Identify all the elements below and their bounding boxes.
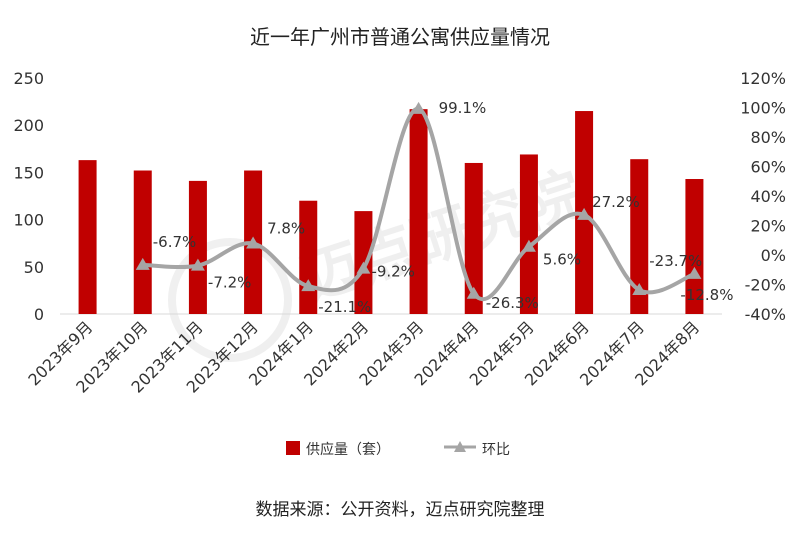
data-label: 99.1%	[439, 99, 487, 117]
line-marker	[577, 207, 592, 220]
bar	[464, 162, 483, 314]
line-marker	[301, 279, 316, 292]
line-marker	[521, 239, 536, 252]
right-axis-tick-label: 20%	[750, 217, 786, 236]
data-label: -23.7%	[649, 252, 702, 270]
x-axis-labels: 2023年9月2023年10月2023年11月2023年12月2024年1月20…	[24, 317, 703, 396]
left-axis: 0 50 100 150 200 250	[13, 69, 44, 324]
bar	[519, 154, 538, 314]
line-marker	[687, 266, 702, 279]
legend-bar-label: 供应量（套）	[306, 441, 390, 458]
data-label: -9.2%	[371, 263, 415, 281]
legend-bar-swatch	[286, 441, 300, 455]
left-axis-tick-label: 150	[13, 163, 44, 182]
line-marker	[466, 286, 481, 299]
data-label: 7.8%	[267, 219, 305, 237]
left-axis-tick-label: 100	[13, 211, 44, 230]
data-label: -21.1%	[318, 298, 371, 316]
bar	[188, 180, 207, 314]
line-marker	[356, 261, 371, 274]
data-label: -12.8%	[680, 286, 733, 304]
right-axis-tick-label: 120%	[740, 69, 786, 88]
left-axis-tick-label: 200	[13, 116, 44, 135]
right-axis-tick-label: -20%	[745, 276, 786, 295]
legend-line-marker	[454, 441, 466, 452]
data-label: -7.2%	[208, 274, 252, 292]
right-axis-tick-label: 60%	[750, 158, 786, 177]
right-axis-tick-label: 40%	[750, 187, 786, 206]
left-axis-tick-label: 0	[34, 305, 44, 324]
bar	[409, 109, 428, 314]
data-label: -26.3%	[486, 294, 539, 312]
data-label: 5.6%	[543, 251, 581, 269]
bar	[299, 200, 318, 314]
line-marker	[411, 101, 426, 114]
bar	[78, 160, 97, 314]
left-axis-tick-label: 50	[24, 258, 44, 277]
line-marker	[632, 282, 647, 295]
left-axis-tick-label: 250	[13, 69, 44, 88]
bar	[133, 170, 152, 314]
line-marker	[190, 258, 205, 271]
bar	[685, 179, 704, 314]
line-marker	[135, 257, 150, 270]
chart-title: 近一年广州市普通公寓供应量情况	[250, 25, 550, 49]
right-axis-tick-label: 100%	[740, 99, 786, 118]
source-note: 数据来源：公开资料，迈点研究院整理	[256, 500, 545, 520]
line-marker	[246, 236, 261, 249]
legend: 供应量（套） 环比	[286, 441, 510, 458]
right-axis-tick-label: -40%	[745, 305, 786, 324]
bar	[630, 159, 649, 314]
data-label: -6.7%	[153, 233, 197, 251]
right-axis-tick-label: 0%	[761, 246, 786, 265]
legend-line-label: 环比	[482, 442, 510, 458]
line-series: -6.7% -7.2% 7.8% -21.1%-9.2% 99.1% -26.3% 5.6%…	[135, 99, 733, 316]
data-label: 27.2%	[592, 193, 640, 211]
right-axis-tick-label: 80%	[750, 128, 786, 147]
right-axis: -40% -20% 0% 20% 40% 60% 80% 100% 120%	[740, 69, 786, 324]
